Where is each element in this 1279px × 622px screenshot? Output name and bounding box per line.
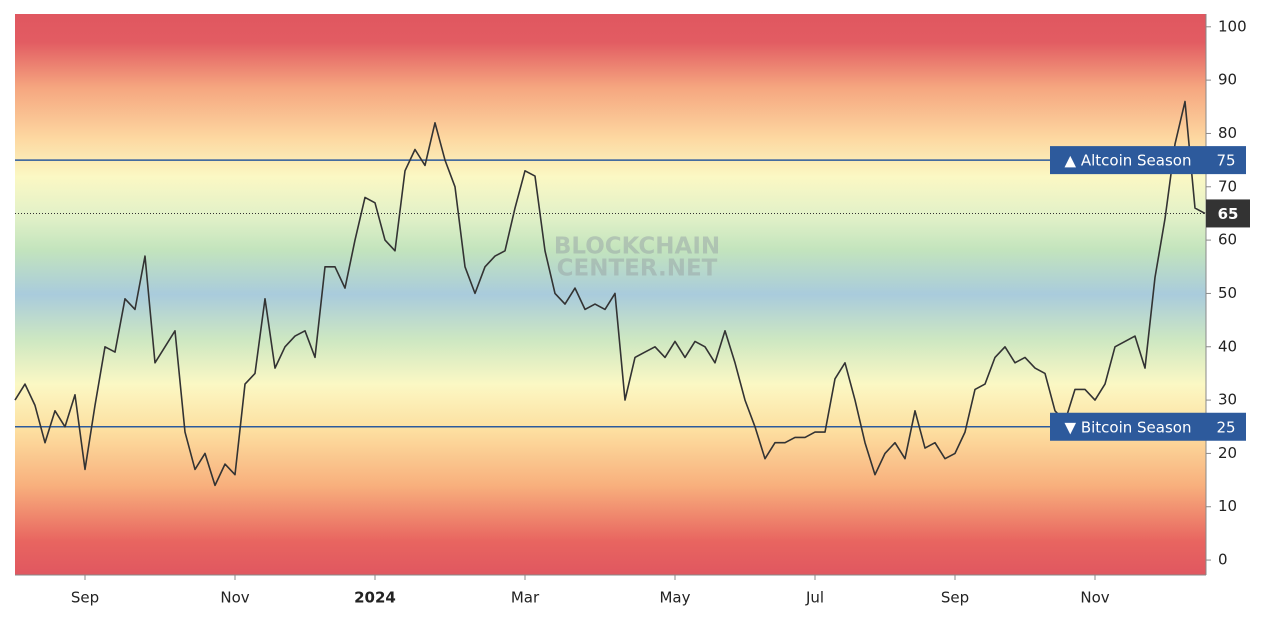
plot-background — [15, 14, 1206, 575]
reference-value-box — [1206, 412, 1246, 441]
x-tick-label: 2024 — [354, 589, 396, 607]
index-line — [14, 100, 1206, 487]
y-tick-label: 10 — [1218, 497, 1237, 515]
y-tick-label: 60 — [1218, 231, 1237, 249]
x-tick-label: Mar — [511, 589, 540, 607]
current-value-box — [1206, 199, 1250, 228]
y-tick-label: 20 — [1218, 444, 1237, 462]
reference-label-box — [1050, 146, 1206, 175]
reference-value: 25 — [1216, 418, 1235, 436]
y-tick-label: 0 — [1218, 551, 1228, 569]
y-tick-label: 50 — [1218, 284, 1237, 302]
y-tick-label: 100 — [1218, 17, 1247, 35]
y-tick-label: 90 — [1218, 71, 1237, 89]
y-tick-label: 70 — [1218, 177, 1237, 195]
reference-value-box — [1206, 146, 1246, 175]
x-tick-label: Sep — [941, 589, 969, 607]
y-tick-label: 40 — [1218, 337, 1237, 355]
x-tick-label: May — [659, 589, 690, 607]
y-tick-label: 80 — [1218, 124, 1237, 142]
watermark: BLOCKCHAIN — [554, 234, 720, 260]
current-value-label: 65 — [1218, 205, 1239, 223]
reference-label: ▲ Altcoin Season — [1065, 152, 1192, 170]
reference-value: 75 — [1216, 152, 1235, 170]
watermark: CENTER.NET — [557, 256, 718, 282]
y-tick-label: 30 — [1218, 391, 1237, 409]
x-tick-label: Jul — [805, 589, 824, 607]
reference-label-box — [1050, 412, 1206, 441]
x-tick-label: Nov — [220, 589, 249, 607]
x-tick-label: Nov — [1080, 589, 1109, 607]
x-tick-label: Sep — [71, 589, 99, 607]
reference-label: ▼ Bitcoin Season — [1065, 418, 1192, 436]
